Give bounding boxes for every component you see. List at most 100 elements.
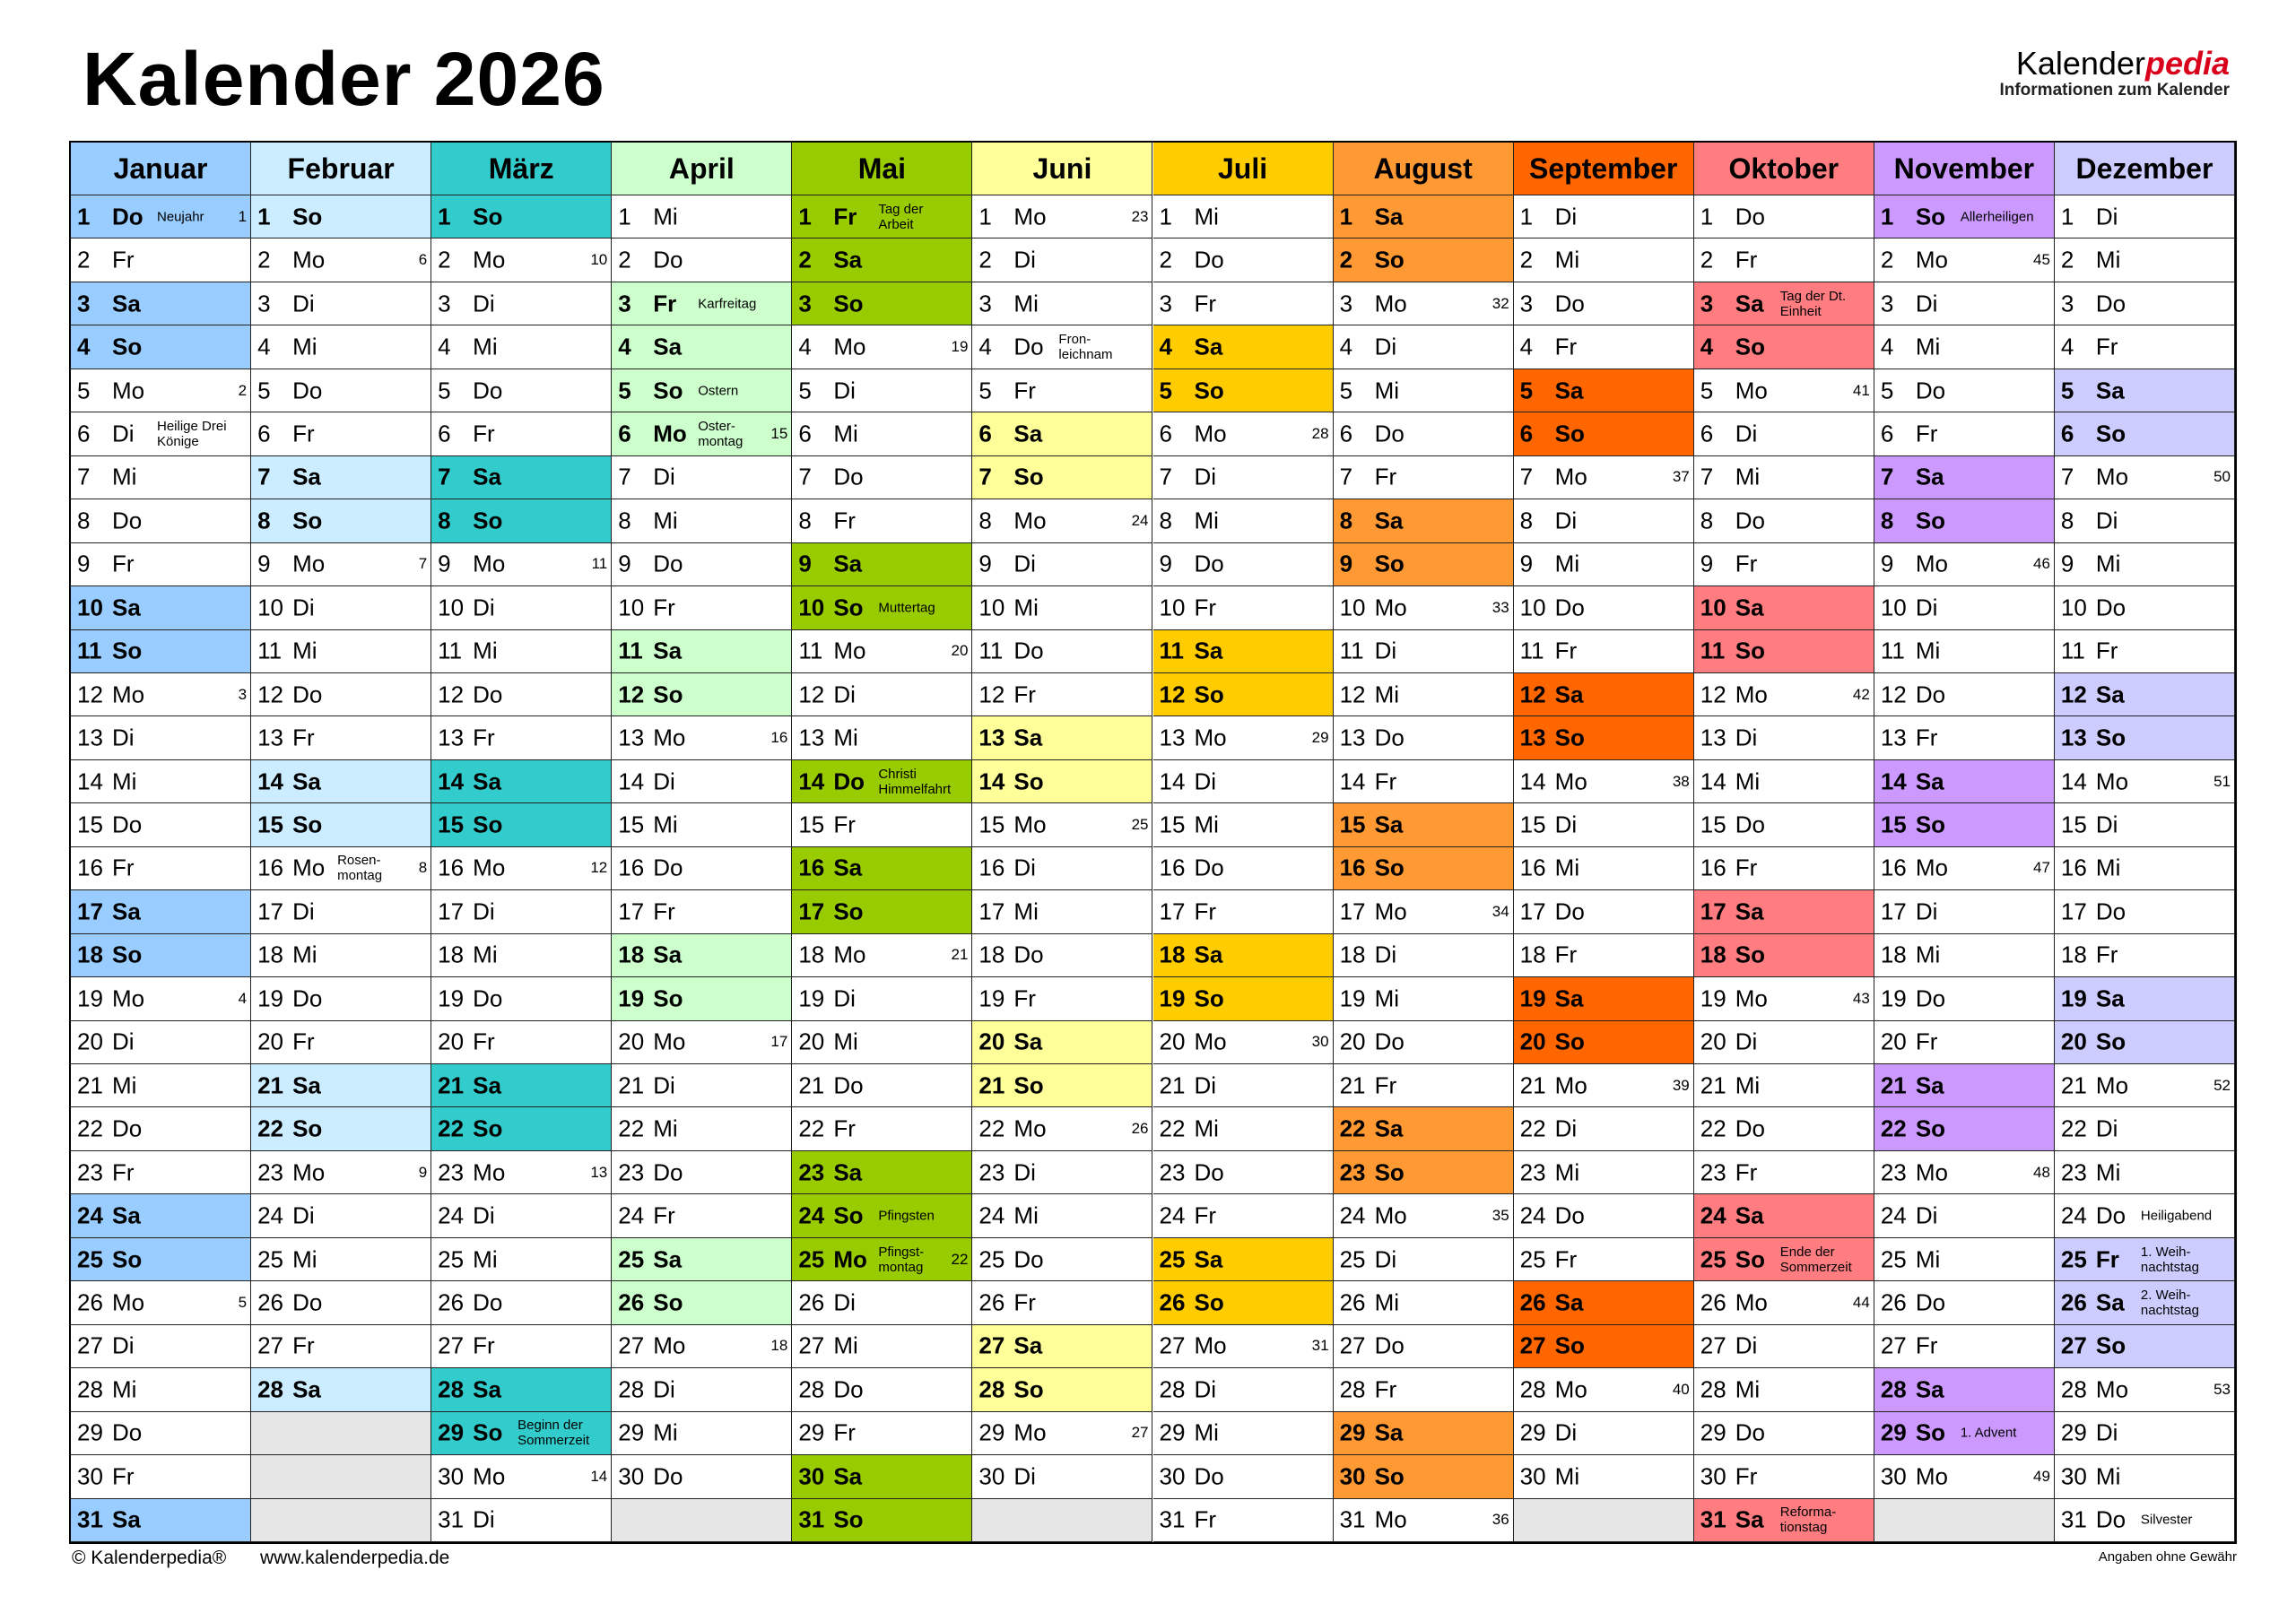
day-number: 19 (1339, 984, 1366, 1012)
day-number: 1 (1159, 203, 1172, 230)
weekday: Di (473, 290, 495, 317)
day-number: 15 (1880, 811, 1907, 838)
day-cell: 26 Mo 44 (1693, 1281, 1874, 1325)
day-cell: 3 Sa Tag der Dt. Einheit (1693, 282, 1874, 326)
week-number: 35 (1492, 1207, 1509, 1225)
day-cell: 28 Sa (251, 1368, 432, 1412)
weekday: Mo (1374, 1201, 1407, 1229)
day-number: 1 (1519, 203, 1534, 230)
weekday: Sa (1915, 1375, 1944, 1403)
day-number: 5 (2060, 377, 2074, 404)
day-cell: 9 So (1333, 542, 1514, 587)
weekday: Sa (1194, 637, 1223, 664)
weekday: Do (833, 463, 864, 490)
day-number: 15 (257, 811, 283, 838)
weekday: Do (1194, 246, 1224, 273)
weekday: Mo (1374, 1505, 1407, 1533)
weekday: Mo (292, 246, 326, 273)
weekday: So (112, 333, 143, 360)
weekday: Fr (1735, 246, 1758, 273)
day-number: 3 (257, 290, 271, 317)
weekday: Di (653, 463, 675, 490)
weekday: Di (1194, 767, 1217, 795)
day-number: 19 (1519, 984, 1546, 1012)
day-number: 19 (2060, 984, 2087, 1012)
day-cell: 28 Di (612, 1368, 793, 1412)
day-number: 8 (2060, 507, 2074, 534)
weekday: Sa (1554, 984, 1584, 1012)
day-cell: 2 So (1333, 238, 1514, 282)
day-number: 8 (618, 507, 631, 534)
week-number: 51 (2213, 772, 2231, 790)
day-cell: 14 Di (1152, 759, 1334, 804)
week-number: 10 (590, 251, 608, 269)
day-number: 13 (798, 724, 825, 751)
weekday: Mi (473, 941, 498, 968)
day-number: 12 (618, 681, 645, 708)
weekday: Mo (833, 333, 866, 360)
weekday: Do (473, 1288, 503, 1316)
weekday: Mi (833, 1028, 858, 1055)
weekday: Do (1915, 984, 1946, 1012)
day-number: 25 (618, 1245, 645, 1273)
day-cell: 10 Di (1874, 586, 2055, 630)
day-number: 16 (1159, 854, 1186, 881)
day-cell: 4 Do Fron- leichnam (972, 325, 1153, 369)
day-number: 21 (257, 1071, 283, 1099)
day-cell: 23 Mi (2054, 1150, 2235, 1195)
day-cell: 6 Fr (251, 412, 432, 456)
weekday: Mi (292, 941, 317, 968)
day-cell: 7 Sa (431, 455, 613, 500)
day-number: 24 (1159, 1201, 1186, 1229)
day-cell: 28 Mi (71, 1368, 252, 1412)
weekday: Sa (1554, 681, 1584, 708)
day-number: 10 (798, 594, 825, 621)
day-cell: 15 Di (1513, 803, 1694, 847)
weekday: Sa (112, 594, 141, 621)
day-number: 24 (618, 1201, 645, 1229)
day-cell: 2 Fr (1693, 238, 1874, 282)
day-cell: 26 Do (1874, 1281, 2055, 1325)
weekday: Mi (112, 1071, 137, 1099)
day-number: 5 (1880, 377, 1894, 404)
week-number: 49 (2032, 1467, 2050, 1485)
weekday: Sa (292, 1375, 321, 1403)
day-cell: 29 Di (1513, 1411, 1694, 1456)
day-number: 1 (2060, 203, 2074, 230)
day-cell: 9 Do (1152, 542, 1334, 587)
day-cell: 25 Mi (251, 1237, 432, 1282)
weekday: Do (653, 1462, 683, 1490)
day-number: 5 (257, 377, 271, 404)
weekday: Mi (1554, 1462, 1580, 1490)
day-number: 7 (1339, 463, 1353, 490)
weekday: Do (473, 377, 503, 404)
week-number: 21 (951, 946, 969, 964)
day-cell: 18 Fr (1513, 933, 1694, 978)
weekday: Do (1374, 420, 1405, 447)
day-cell: 7 So (972, 455, 1153, 500)
day-number: 27 (1159, 1331, 1186, 1359)
day-cell: 21 Sa (431, 1064, 613, 1108)
day-cell: 13 Mi (792, 716, 973, 760)
day-number: 12 (978, 681, 1005, 708)
day-cell: 3 Do (1513, 282, 1694, 326)
day-number: 9 (618, 550, 631, 577)
day-cell: 7 Sa (251, 455, 432, 500)
weekday: So (1915, 203, 1946, 230)
day-cell: 6 Mo Oster- montag 15 (612, 412, 793, 456)
day-number: 9 (77, 550, 91, 577)
weekday: So (2095, 1331, 2126, 1359)
weekday: Mo (112, 984, 145, 1012)
day-number: 15 (618, 811, 645, 838)
weekday: Do (1554, 594, 1585, 621)
day-number: 17 (77, 898, 103, 925)
day-number: 26 (257, 1288, 283, 1316)
day-cell: 28 Fr (1333, 1368, 1514, 1412)
day-cell: 22 Do (71, 1107, 252, 1151)
day-number: 14 (798, 767, 825, 795)
day-number: 20 (2060, 1028, 2087, 1055)
week-number: 29 (1311, 729, 1329, 747)
day-cell: 23 Mo 48 (1874, 1150, 2055, 1195)
day-cell: 20 Fr (1874, 1020, 2055, 1065)
weekday: Mo (653, 420, 687, 447)
